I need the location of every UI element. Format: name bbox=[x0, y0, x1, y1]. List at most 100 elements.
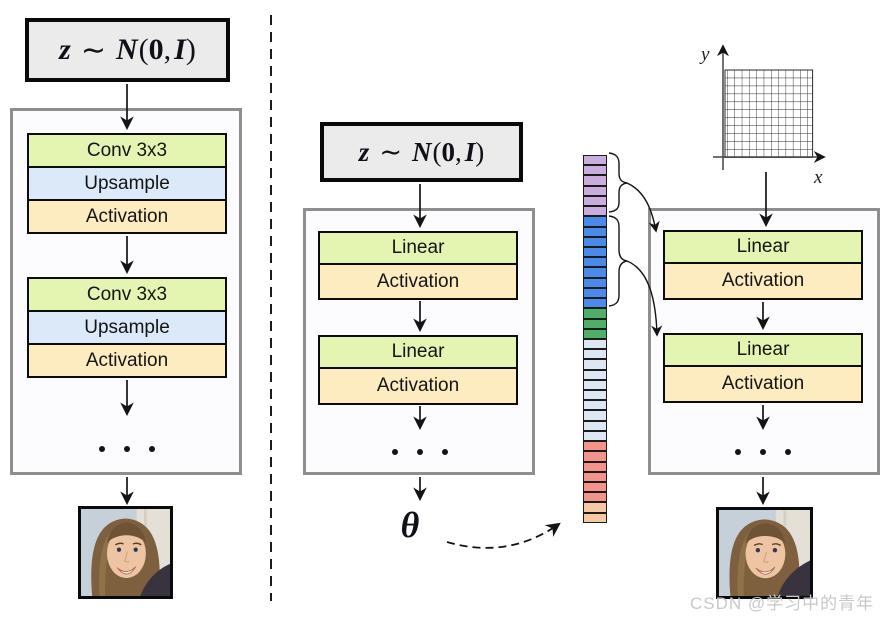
face-illustration bbox=[81, 509, 170, 596]
vector-cell-pale-blue bbox=[583, 410, 607, 421]
block-activation: Activation bbox=[663, 365, 863, 403]
block-label: Activation bbox=[721, 373, 805, 394]
vector-cell-salmon bbox=[583, 451, 607, 462]
latent-paren-close: ) bbox=[475, 136, 485, 167]
csdn-watermark: CSDN @学习中的青年 bbox=[690, 594, 875, 613]
block-label: Upsample bbox=[84, 316, 170, 338]
dot bbox=[785, 449, 791, 455]
vector-cell-blue bbox=[583, 246, 607, 258]
vector-cell-pale-blue bbox=[583, 359, 607, 370]
vector-cell-peach bbox=[583, 512, 607, 523]
vector-cell-pale-blue bbox=[583, 400, 607, 411]
latent-normal-symbol: N bbox=[115, 33, 138, 66]
dot bbox=[735, 449, 741, 455]
block-linear: Linear bbox=[663, 333, 863, 367]
vector-cell-blue bbox=[583, 277, 607, 288]
parameter-vector bbox=[583, 155, 607, 523]
vector-cell-green bbox=[583, 328, 607, 339]
dot bbox=[417, 449, 423, 455]
dot bbox=[392, 449, 398, 455]
block-activation: Activation bbox=[318, 263, 518, 300]
latent-paren-open: ( bbox=[432, 136, 442, 167]
vector-cell-pale-blue bbox=[583, 379, 607, 391]
vector-cell-blue bbox=[583, 298, 607, 309]
vector-cell-purple bbox=[583, 165, 607, 176]
block-conv: Conv 3x3 bbox=[27, 133, 227, 168]
block-activation: Activation bbox=[663, 262, 863, 300]
vector-cell-green bbox=[583, 318, 607, 329]
latent-box-left: z ∼ N(0, I) bbox=[25, 18, 230, 82]
vector-cell-pale-blue bbox=[583, 420, 607, 431]
vector-cell-purple bbox=[583, 195, 607, 207]
vector-cell-blue bbox=[583, 287, 607, 299]
ellipsis-dots bbox=[735, 449, 791, 455]
vector-cell-purple bbox=[583, 175, 607, 186]
block-upsample: Upsample bbox=[27, 310, 227, 345]
block-label: Linear bbox=[391, 237, 445, 258]
vector-cell-pale-blue bbox=[583, 369, 607, 380]
vector-cell-peach bbox=[583, 502, 607, 513]
pixel-grid bbox=[724, 69, 814, 158]
vector-cell-pale-blue bbox=[583, 430, 607, 442]
block-label: Linear bbox=[736, 236, 790, 257]
block-label: Activation bbox=[85, 349, 169, 371]
latent-zero: 0 bbox=[441, 136, 455, 167]
vector-cell-pale-blue bbox=[583, 390, 607, 401]
latent-paren-close: ) bbox=[185, 33, 196, 66]
vector-cell-blue bbox=[583, 267, 607, 278]
latent-identity: I bbox=[174, 33, 186, 66]
dot bbox=[149, 446, 155, 452]
brace-segment-1 bbox=[608, 152, 628, 213]
latent-normal-symbol: N bbox=[411, 136, 431, 167]
block-label: Activation bbox=[721, 270, 805, 291]
latent-box-middle: z ∼ N(0, I) bbox=[320, 122, 523, 182]
generated-face-image bbox=[716, 507, 813, 599]
latent-zero: 0 bbox=[148, 33, 164, 66]
brace-segment-2 bbox=[608, 215, 628, 307]
block-upsample: Upsample bbox=[27, 166, 227, 201]
vector-cell-blue bbox=[583, 226, 607, 237]
vector-cell-purple bbox=[583, 206, 607, 217]
latent-comma: , bbox=[454, 136, 462, 167]
x-axis-label: x bbox=[813, 167, 823, 188]
face-illustration bbox=[719, 510, 810, 596]
block-linear: Linear bbox=[318, 231, 518, 265]
block-label: Linear bbox=[391, 341, 445, 362]
block-activation: Activation bbox=[27, 343, 227, 378]
latent-z: z bbox=[358, 136, 370, 167]
y-axis-label: y bbox=[699, 44, 710, 65]
vector-cell-salmon bbox=[583, 461, 607, 472]
block-label: Upsample bbox=[84, 172, 170, 194]
coordinate-grid-plot: y x bbox=[699, 44, 826, 188]
dot bbox=[124, 446, 130, 452]
block-label: Linear bbox=[736, 339, 790, 360]
block-activation: Activation bbox=[27, 199, 227, 234]
latent-paren-open: ( bbox=[138, 33, 149, 66]
block-label: Activation bbox=[85, 205, 169, 227]
block-label: Activation bbox=[376, 270, 460, 292]
vector-cell-salmon bbox=[583, 471, 607, 482]
latent-identity: I bbox=[464, 136, 476, 167]
block-label: Conv 3x3 bbox=[86, 283, 168, 305]
vector-cell-green bbox=[583, 308, 607, 319]
vector-cell-salmon bbox=[583, 482, 607, 493]
block-label: Activation bbox=[376, 375, 460, 396]
dot bbox=[760, 449, 766, 455]
block-linear: Linear bbox=[663, 230, 863, 264]
dot bbox=[442, 449, 448, 455]
vector-cell-pale-blue bbox=[583, 349, 607, 360]
block-conv: Conv 3x3 bbox=[27, 277, 227, 312]
vector-cell-purple bbox=[583, 155, 607, 166]
vector-cell-salmon bbox=[583, 492, 607, 503]
latent-sim: ∼ bbox=[80, 33, 106, 67]
theta-to-vector-arrow bbox=[446, 522, 561, 549]
theta-parameters-symbol: θ bbox=[400, 505, 420, 545]
block-label: Conv 3x3 bbox=[86, 139, 168, 161]
vector-cell-pale-blue bbox=[583, 338, 607, 350]
ellipsis-dots bbox=[99, 446, 155, 452]
vector-cell-purple bbox=[583, 185, 607, 196]
generated-face-image bbox=[78, 506, 173, 599]
latent-comma: , bbox=[163, 33, 172, 66]
vector-cell-blue bbox=[583, 216, 607, 227]
